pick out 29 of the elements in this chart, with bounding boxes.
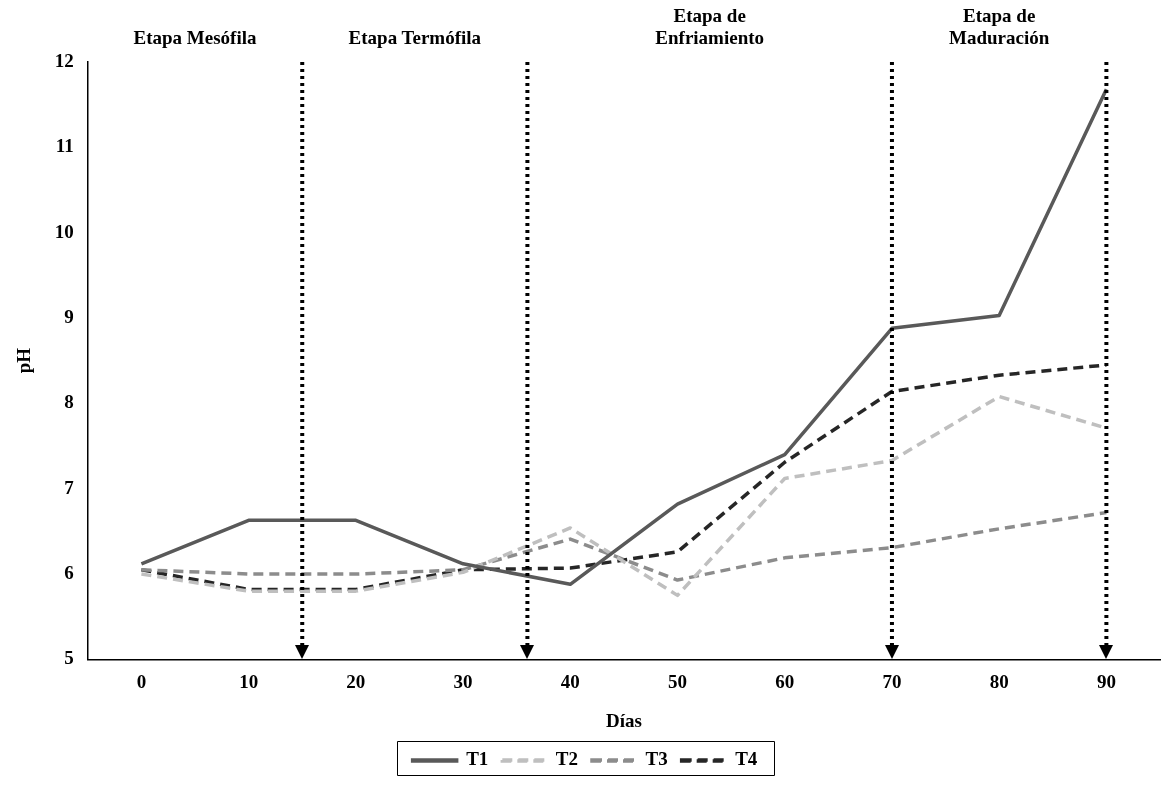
y-tick-label: 5	[64, 647, 74, 669]
x-tick-label: 20	[346, 670, 366, 692]
legend-label: T2	[555, 748, 579, 770]
legend-label: T4	[735, 748, 758, 770]
x-tick-label: 80	[989, 670, 1009, 692]
text: Etapa de Maduración	[949, 5, 1050, 48]
y-tick-label: 10	[54, 220, 74, 242]
x-tick-label: 0	[136, 670, 147, 692]
x-tick-label: 40	[560, 670, 580, 692]
y-tick-label: 6	[64, 561, 74, 583]
text: Etapa de Enfriamiento	[655, 5, 765, 48]
legend-label: T3	[645, 748, 668, 770]
y-axis-title: pH	[13, 347, 35, 374]
legend-label: T1	[466, 748, 489, 770]
y-tick-label: 9	[64, 305, 74, 327]
x-tick-label: 70	[882, 670, 902, 692]
y-tick-label: 11	[55, 135, 74, 157]
x-tick-label: 10	[239, 670, 259, 692]
x-tick-label: 90	[1096, 670, 1116, 692]
x-tick-label: 60	[775, 670, 795, 692]
y-tick-label: 7	[64, 476, 75, 498]
line-series	[139, 510, 1109, 582]
text: Etapa Termófila	[348, 27, 482, 48]
text: Etapa Mesófila	[133, 27, 257, 48]
y-tick-label: 12	[54, 49, 74, 71]
x-tick-label: 30	[453, 670, 473, 692]
x-tick-label: 50	[668, 670, 688, 692]
x-axis-title: Días	[605, 709, 642, 731]
y-tick-label: 8	[64, 391, 74, 413]
